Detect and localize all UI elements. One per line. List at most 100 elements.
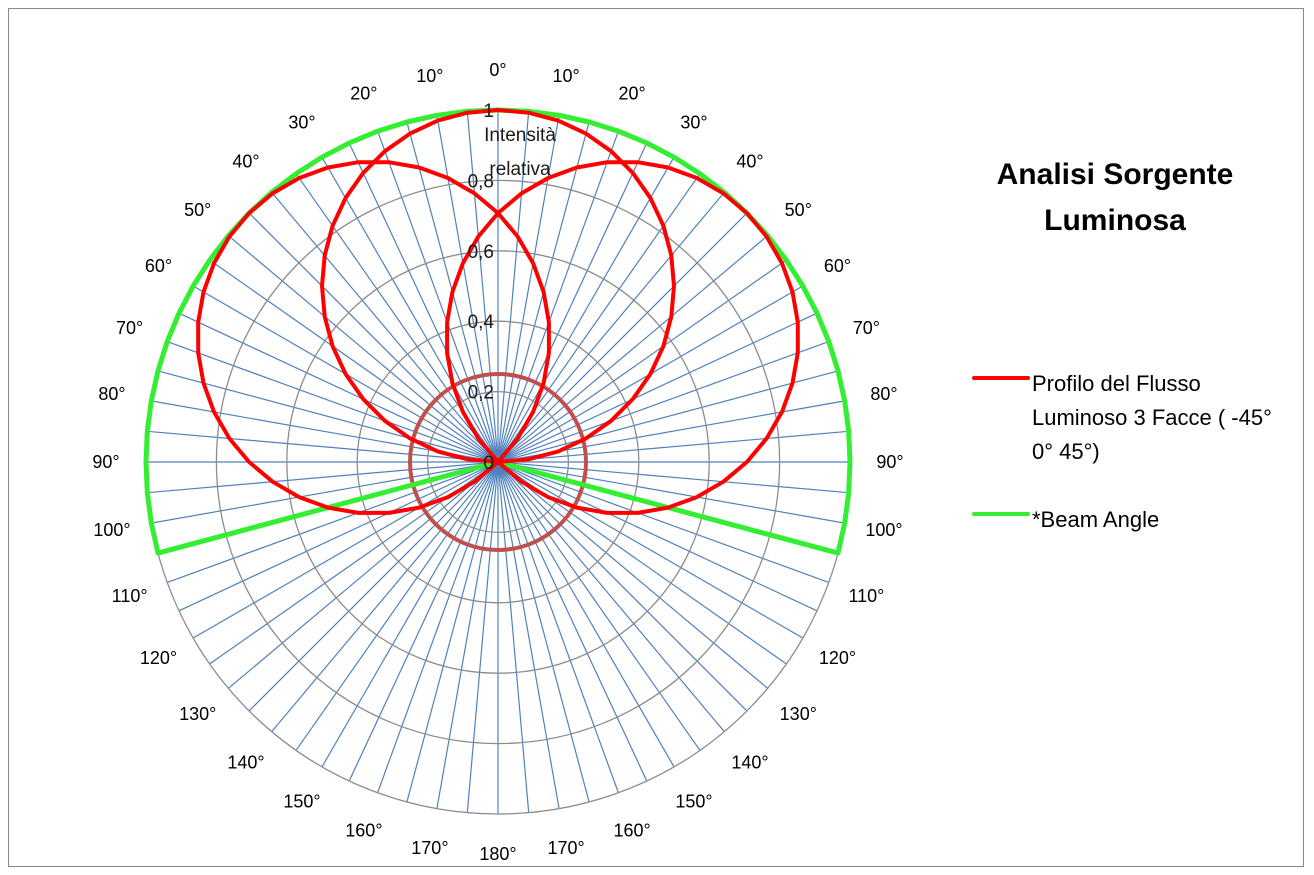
radial-gridline: [286, 250, 710, 674]
angular-gridline: [209, 259, 499, 463]
angle-tick-label: 20°: [618, 84, 645, 104]
radial-tick-label: 1: [483, 101, 494, 122]
series-circle: [408, 372, 588, 552]
angular-gridline: [406, 461, 499, 803]
angular-gridline: [377, 461, 499, 794]
angle-tick-label: 100°: [93, 520, 130, 540]
angle-tick-label: 90°: [876, 452, 903, 472]
angle-tick-label: 160°: [613, 820, 650, 840]
angular-gridline: [497, 461, 619, 794]
radial-gridline: [215, 179, 781, 745]
radial-gridline: [426, 390, 570, 534]
angular-gridline: [497, 461, 818, 612]
series-flusso-lobe-1: [320, 108, 676, 464]
angular-gridline: [436, 461, 499, 809]
angle-tick-label: 50°: [785, 200, 812, 220]
angular-gridline: [497, 192, 725, 463]
angular-gridline: [497, 341, 830, 463]
angular-gridline: [497, 461, 849, 494]
legend-label-beam-angle: *Beam Angle: [1032, 507, 1160, 532]
legend-swatch-beam-angle: [972, 512, 1030, 516]
angle-tick-label: 70°: [853, 318, 880, 338]
radial-axis-title-line-2: relativa: [489, 159, 551, 180]
angle-tick-label: 30°: [680, 113, 707, 133]
angular-gridline: [497, 235, 768, 463]
angular-gridlines: [146, 110, 850, 814]
angular-gridline: [497, 115, 560, 463]
angle-tick-label: 110°: [112, 586, 148, 606]
angular-gridline: [497, 130, 619, 463]
angle-tick-label: 120°: [140, 648, 177, 668]
angle-tick-label: 150°: [675, 792, 712, 812]
angular-gridline: [248, 461, 499, 712]
series-flusso-lobe-3: [445, 160, 800, 515]
angular-gridline: [497, 461, 768, 689]
angular-gridline: [271, 461, 499, 732]
angular-gridline: [497, 461, 804, 639]
angle-tick-label: 130°: [179, 704, 216, 724]
angular-gridline: [497, 212, 748, 463]
angle-tick-label: 150°: [283, 792, 320, 812]
chart-title: Analisi Sorgente Luminosa: [996, 158, 1234, 237]
radial-tick-label: 0,4: [468, 312, 495, 333]
angular-gridline: [348, 142, 499, 463]
angular-gridline: [348, 461, 499, 782]
angle-tick-label: 130°: [780, 704, 817, 724]
angle-tick-label: 140°: [731, 752, 768, 772]
legend-swatch-flusso: [972, 376, 1030, 380]
radial-tick-label: 0,6: [468, 242, 494, 263]
angular-gridline: [497, 430, 849, 463]
angular-gridline: [321, 461, 499, 768]
angular-gridline: [497, 461, 830, 583]
angle-tick-label: 10°: [416, 66, 443, 86]
angle-tick-label: 100°: [865, 520, 902, 540]
angular-gridline: [497, 461, 675, 768]
angular-gridline: [192, 461, 499, 639]
angular-gridline: [497, 312, 818, 463]
angle-tick-label: 10°: [552, 66, 579, 86]
angle-tick-label: 0°: [489, 60, 506, 80]
angular-gridline: [497, 461, 560, 809]
angular-gridline: [147, 430, 499, 463]
angular-gridline: [497, 461, 701, 751]
angular-gridline: [497, 370, 839, 463]
angular-gridline: [497, 259, 787, 463]
angular-gridline: [248, 212, 499, 463]
angle-tick-label: 60°: [824, 256, 851, 276]
angular-gridline: [271, 192, 499, 463]
angular-gridline: [228, 235, 499, 463]
angular-gridline: [295, 461, 499, 751]
angle-tick-label: 50°: [184, 200, 211, 220]
angular-gridline: [497, 461, 748, 712]
angular-gridline: [497, 461, 725, 732]
angular-gridline: [377, 130, 499, 463]
angular-gridline: [228, 461, 499, 689]
angle-tick-label: 90°: [92, 452, 119, 472]
angle-tick-label: 170°: [547, 838, 584, 858]
radial-tick-labels: 0 0,2 0,4 0,6 0,8 1: [468, 101, 495, 474]
angular-gridline: [497, 142, 648, 463]
angular-gridline: [178, 312, 499, 463]
series-flusso-lobe-2: [196, 160, 551, 515]
angular-gridline: [151, 461, 499, 524]
angle-tick-label: 20°: [350, 84, 377, 104]
angular-gridline: [466, 111, 499, 463]
angle-tick-label: 40°: [736, 152, 763, 172]
angle-tick-label: 170°: [411, 838, 448, 858]
angle-tick-label: 160°: [345, 820, 382, 840]
angular-gridline: [497, 111, 530, 463]
radial-tick-label: 0: [483, 453, 494, 474]
angular-gridline: [166, 461, 499, 583]
angular-gridline: [497, 461, 590, 803]
radial-tick-label: 0,8: [468, 171, 494, 192]
angular-gridline: [178, 461, 499, 612]
angle-tick-label: 60°: [145, 256, 172, 276]
angular-gridline: [321, 156, 499, 463]
angle-tick-labels: 0° 10°20°30°40°50°60°70°80°90°100°110°120…: [92, 60, 903, 864]
angle-tick-label: 70°: [116, 318, 143, 338]
angle-tick-label: 140°: [227, 752, 264, 772]
angular-gridline: [497, 461, 845, 524]
angular-gridline: [157, 370, 499, 463]
